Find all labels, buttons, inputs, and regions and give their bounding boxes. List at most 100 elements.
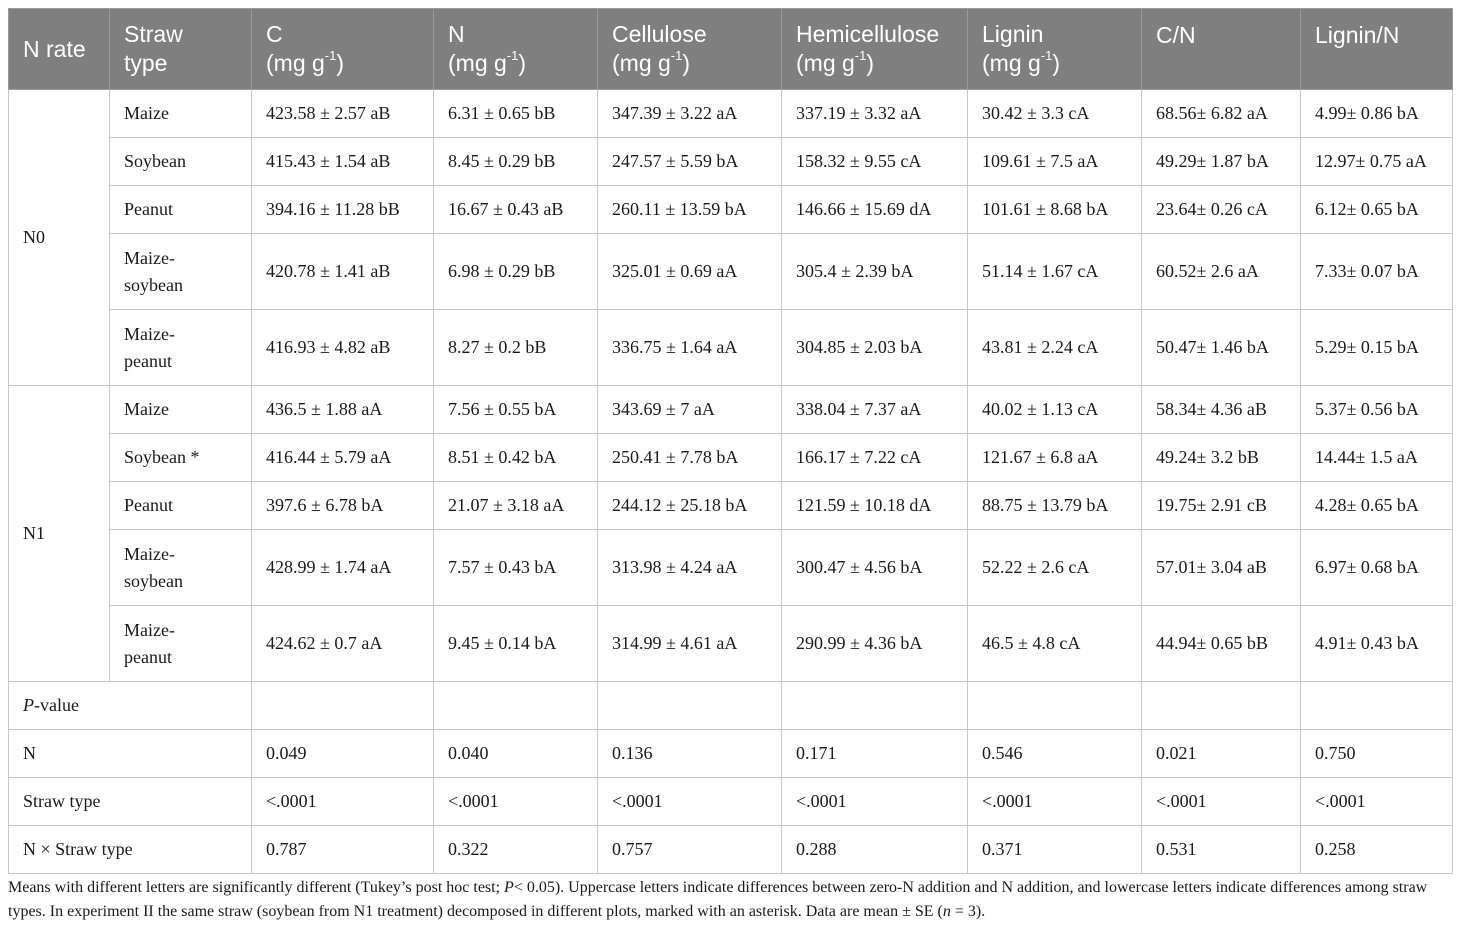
value-cell: 424.62 ± 0.7 aA [251, 605, 434, 682]
value-cell: 336.75 ± 1.64 aA [597, 309, 782, 386]
value-cell: 428.99 ± 1.74 aA [251, 529, 434, 606]
header-cellulose: Cellulose (mg g-1) [597, 8, 782, 90]
value-cell: 6.12± 0.65 bA [1300, 185, 1453, 234]
value-cell: 43.81 ± 2.24 cA [967, 309, 1142, 386]
value-cell: 68.56± 6.82 aA [1141, 89, 1301, 138]
value-cell: 6.98 ± 0.29 bB [433, 233, 598, 310]
pvalue-cell: <.0001 [1141, 777, 1301, 826]
value-cell: 49.24± 3.2 bB [1141, 433, 1301, 482]
value-cell: 7.56 ± 0.55 bA [433, 385, 598, 434]
value-cell: 436.5 ± 1.88 aA [251, 385, 434, 434]
table-row: Soybean * 416.44 ± 5.79 aA 8.51 ± 0.42 b… [9, 433, 1453, 482]
value-cell: 415.43 ± 1.54 aB [251, 137, 434, 186]
table-row: Maize-soybean 420.78 ± 1.41 aB 6.98 ± 0.… [9, 233, 1453, 310]
value-cell: 101.61 ± 8.68 bA [967, 185, 1142, 234]
value-cell: 51.14 ± 1.67 cA [967, 233, 1142, 310]
straw-type-cell: Maize-peanut [109, 309, 252, 386]
pvalue-cell: 0.546 [967, 729, 1142, 778]
value-cell: 49.29± 1.87 bA [1141, 137, 1301, 186]
value-cell: 158.32 ± 9.55 cA [781, 137, 968, 186]
straw-type-cell: Soybean * [109, 433, 252, 482]
value-cell: 347.39 ± 3.22 aA [597, 89, 782, 138]
pvalue-cell: 0.258 [1300, 825, 1453, 874]
value-cell: 14.44± 1.5 aA [1300, 433, 1453, 482]
value-cell: 8.27 ± 0.2 bB [433, 309, 598, 386]
value-cell: 146.66 ± 15.69 dA [781, 185, 968, 234]
value-cell: 60.52± 2.6 aA [1141, 233, 1301, 310]
value-cell: 305.4 ± 2.39 bA [781, 233, 968, 310]
value-cell: 57.01± 3.04 aB [1141, 529, 1301, 606]
value-cell: 121.67 ± 6.8 aA [967, 433, 1142, 482]
value-cell: 23.64± 0.26 cA [1141, 185, 1301, 234]
straw-type-cell: Maize [109, 385, 252, 434]
table-row: N1 Maize 436.5 ± 1.88 aA 7.56 ± 0.55 bA … [8, 385, 1453, 682]
table-row: Peanut 394.16 ± 11.28 bB 16.67 ± 0.43 aB… [9, 185, 1453, 234]
straw-type-cell: Maize [109, 89, 252, 138]
value-cell: 260.11 ± 13.59 bA [597, 185, 782, 234]
value-cell: 121.59 ± 10.18 dA [781, 481, 968, 530]
value-cell: 46.5 ± 4.8 cA [967, 605, 1142, 682]
pvalue-cell: 0.531 [1141, 825, 1301, 874]
pvalue-heading-row: P-value [8, 681, 1453, 730]
n-rate-cell: N1 [8, 385, 110, 682]
value-cell: 416.93 ± 4.82 aB [251, 309, 434, 386]
header-n: N (mg g-1) [433, 8, 598, 90]
value-cell: 313.98 ± 4.24 aA [597, 529, 782, 606]
header-straw-type: Straw type [109, 8, 252, 90]
table-wrapper: N rate Straw type C (mg g-1) N (mg g-1) Cel… [8, 8, 1453, 874]
value-cell: 19.75± 2.91 cB [1141, 481, 1301, 530]
pvalue-cell: 0.136 [597, 729, 782, 778]
value-cell: 58.34± 4.36 aB [1141, 385, 1301, 434]
value-cell: 8.45 ± 0.29 bB [433, 137, 598, 186]
value-cell: 314.99 ± 4.61 aA [597, 605, 782, 682]
straw-type-cell: Peanut [109, 481, 252, 530]
value-cell: 4.28± 0.65 bA [1300, 481, 1453, 530]
header-c: C (mg g-1) [251, 8, 434, 90]
pvalue-cell: 0.750 [1300, 729, 1453, 778]
value-cell: 397.6 ± 6.78 bA [251, 481, 434, 530]
value-cell: 337.19 ± 3.32 aA [781, 89, 968, 138]
value-cell: 4.99± 0.86 bA [1300, 89, 1453, 138]
value-cell: 166.17 ± 7.22 cA [781, 433, 968, 482]
straw-type-cell: Maize-soybean [109, 233, 252, 310]
table-row: Maize-soybean 428.99 ± 1.74 aA 7.57 ± 0.… [9, 529, 1453, 606]
pvalue-cell: <.0001 [1300, 777, 1453, 826]
pvalue-cell: 0.171 [781, 729, 968, 778]
value-cell: 420.78 ± 1.41 aB [251, 233, 434, 310]
header-cn-ratio: C/N [1141, 8, 1301, 90]
value-cell: 12.97± 0.75 aA [1300, 137, 1453, 186]
value-cell: 244.12 ± 25.18 bA [597, 481, 782, 530]
value-cell: 88.75 ± 13.79 bA [967, 481, 1142, 530]
value-cell: 9.45 ± 0.14 bA [433, 605, 598, 682]
value-cell: 8.51 ± 0.42 bA [433, 433, 598, 482]
value-cell: 300.47 ± 4.56 bA [781, 529, 968, 606]
value-cell: 6.97± 0.68 bA [1300, 529, 1453, 606]
value-cell: 394.16 ± 11.28 bB [251, 185, 434, 234]
pvalue-row: N × Straw type 0.787 0.322 0.757 0.288 0… [8, 825, 1453, 874]
table-row: Soybean 415.43 ± 1.54 aB 8.45 ± 0.29 bB … [9, 137, 1453, 186]
table-header: N rate Straw type C (mg g-1) N (mg g-1) Cel… [8, 8, 1453, 90]
pvalue-cell: 0.040 [433, 729, 598, 778]
value-cell: 21.07 ± 3.18 aA [433, 481, 598, 530]
value-cell: 325.01 ± 0.69 aA [597, 233, 782, 310]
straw-type-cell: Peanut [109, 185, 252, 234]
pvalue-cell: 0.021 [1141, 729, 1301, 778]
value-cell: 7.57 ± 0.43 bA [433, 529, 598, 606]
table-row: N0 Maize 423.58 ± 2.57 aB 6.31 ± 0.65 bB… [8, 89, 1453, 386]
pvalue-label: N [8, 729, 252, 778]
value-cell: 40.02 ± 1.13 cA [967, 385, 1142, 434]
pvalue-cell: 0.787 [251, 825, 434, 874]
header-lignin-n-ratio: Lignin/N [1300, 8, 1453, 90]
value-cell: 50.47± 1.46 bA [1141, 309, 1301, 386]
pvalue-row: Straw type <.0001 <.0001 <.0001 <.0001 <… [8, 777, 1453, 826]
pvalue-cell: <.0001 [967, 777, 1142, 826]
pvalue-cell: 0.288 [781, 825, 968, 874]
value-cell: 304.85 ± 2.03 bA [781, 309, 968, 386]
header-row: N rate Straw type C (mg g-1) N (mg g-1) Cel… [8, 8, 1453, 90]
table-row: Peanut 397.6 ± 6.78 bA 21.07 ± 3.18 aA 2… [9, 481, 1453, 530]
straw-type-cell: Maize-soybean [109, 529, 252, 606]
value-cell: 247.57 ± 5.59 bA [597, 137, 782, 186]
pvalue-heading: P-value [8, 681, 252, 730]
pvalue-cell: <.0001 [597, 777, 782, 826]
table-footnote: Means with different letters are signifi… [8, 879, 1428, 920]
